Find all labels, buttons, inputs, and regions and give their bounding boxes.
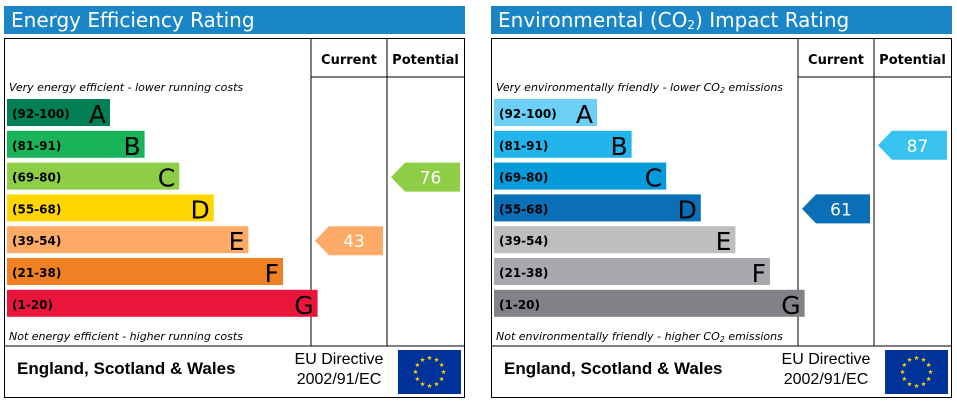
band-bar-d [494, 194, 701, 222]
potential-column-header: Potential [392, 53, 459, 68]
band-range-b: (81-91) [499, 139, 548, 153]
energy-efficiency-panel: Energy Efficiency Rating Current Potentia… [4, 6, 465, 398]
top-caption: Very energy efficient - lower running co… [9, 81, 243, 94]
eu-directive-label: EU Directive 2002/91/EC [285, 350, 393, 390]
band-bar-b [7, 130, 145, 158]
band-letter-d: D [191, 195, 210, 224]
current-rating-arrow-shape [802, 194, 870, 224]
band-bar-c [7, 162, 180, 190]
band-range-c: (69-80) [12, 171, 61, 185]
band-range-g: (1-20) [12, 298, 53, 312]
band-letter-g: G [781, 291, 800, 320]
band-bar-g [7, 289, 318, 317]
potential-rating-arrow-value: 76 [420, 169, 442, 189]
eu-flag-icon [885, 350, 948, 394]
band-bar-d [7, 194, 214, 222]
eu-directive-line1: EU Directive [294, 351, 384, 368]
band-letter-b: B [123, 132, 140, 161]
band-bar-e [494, 226, 736, 254]
band-letter-d: D [678, 195, 697, 224]
energy-rating-chart: Current Potential Very energy efficient - … [5, 39, 464, 347]
band-letter-c: C [158, 164, 175, 193]
band-bar-f [494, 258, 770, 285]
potential-rating-arrow-value: 87 [907, 137, 929, 157]
eu-directive-line2: 2002/91/EC [296, 371, 382, 388]
eu-directive-line2: 2002/91/EC [783, 371, 869, 388]
top-caption: Very environmentally friendly - lower CO… [496, 81, 783, 95]
eu-directive-line1: EU Directive [781, 351, 871, 368]
env-chart-box: Current Potential Very environmentally fri… [491, 38, 952, 398]
current-rating-arrow-value: 43 [343, 232, 365, 252]
band-bar-f [7, 258, 283, 285]
band-range-c: (69-80) [499, 171, 548, 185]
band-bar-e [7, 226, 249, 254]
env-rating-chart: Current Potential Very environmentally fri… [492, 39, 951, 347]
band-bar-a [494, 99, 597, 126]
env-panel-title: Environmental (CO2) Impact Rating [491, 6, 952, 34]
band-letter-b: B [610, 132, 627, 161]
current-rating-arrow: 43 [315, 226, 383, 256]
env-title-sub: 2 [687, 18, 696, 32]
eu-directive-label: EU Directive 2002/91/EC [772, 350, 880, 390]
band-bar-a [7, 99, 110, 126]
band-range-e: (39-54) [12, 234, 61, 248]
current-rating-arrow: 61 [802, 194, 870, 224]
band-bar-b [494, 130, 632, 158]
footer-country-label: England, Scotland & Wales [17, 359, 236, 378]
potential-rating-arrow: 76 [391, 162, 460, 192]
env-title-suffix: ) Impact Rating [695, 8, 850, 32]
footer-country-label: England, Scotland & Wales [504, 359, 723, 378]
band-range-a: (92-100) [12, 107, 70, 121]
band-letter-e: E [716, 227, 732, 256]
band-range-b: (81-91) [12, 139, 61, 153]
band-range-e: (39-54) [499, 234, 548, 248]
eu-flag-icon [398, 350, 461, 394]
bottom-caption: Not environmentally friendly - higher CO… [496, 330, 783, 344]
energy-chart-box: Current Potential Very energy efficient - … [4, 38, 465, 398]
potential-rating-arrow: 87 [878, 130, 947, 160]
current-rating-arrow-shape [315, 226, 383, 256]
band-letter-c: C [645, 164, 662, 193]
energy-panel-title: Energy Efficiency Rating [4, 6, 465, 34]
current-column-header: Current [321, 53, 377, 68]
band-letter-a: A [576, 100, 593, 129]
band-letter-f: F [265, 259, 279, 288]
band-letter-a: A [89, 100, 106, 129]
band-bar-g [494, 289, 805, 317]
band-range-f: (21-38) [12, 266, 61, 280]
band-letter-e: E [229, 227, 245, 256]
potential-column-header: Potential [879, 53, 946, 68]
band-range-d: (55-68) [12, 202, 61, 216]
band-range-a: (92-100) [499, 107, 557, 121]
environmental-impact-panel: Environmental (CO2) Impact Rating Curren… [491, 6, 952, 398]
band-letter-g: G [294, 291, 313, 320]
band-range-f: (21-38) [499, 266, 548, 280]
band-bar-c [494, 162, 667, 190]
current-rating-arrow-value: 61 [830, 200, 852, 220]
current-column-header: Current [808, 53, 864, 68]
band-range-g: (1-20) [499, 298, 540, 312]
potential-rating-arrow-shape [878, 130, 947, 160]
potential-rating-arrow-shape [391, 162, 460, 192]
env-title-prefix: Environmental (CO [498, 8, 688, 32]
bottom-caption: Not energy efficient - higher running co… [9, 330, 243, 343]
band-letter-f: F [752, 259, 766, 288]
band-range-d: (55-68) [499, 202, 548, 216]
